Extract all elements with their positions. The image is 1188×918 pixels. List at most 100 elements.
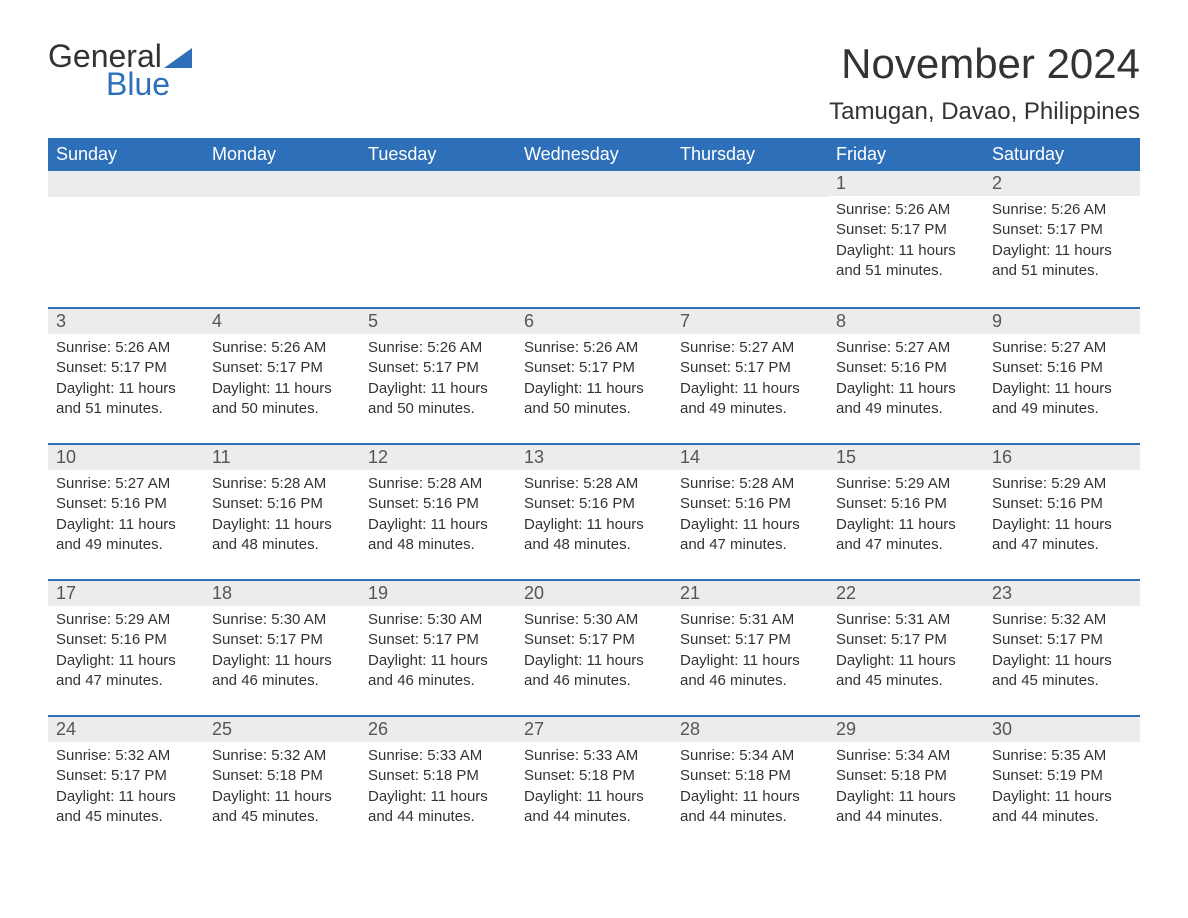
sunrise-line: Sunrise: 5:27 AM: [836, 338, 976, 358]
calendar-day-cell: 11Sunrise: 5:28 AMSunset: 5:16 PMDayligh…: [204, 443, 360, 579]
day-details: Sunrise: 5:35 AMSunset: 5:19 PMDaylight:…: [984, 742, 1140, 835]
calendar-empty-cell: [516, 171, 672, 307]
day-details: Sunrise: 5:29 AMSunset: 5:16 PMDaylight:…: [984, 470, 1140, 563]
empty-day-strip: [672, 171, 828, 197]
calendar-day-cell: 4Sunrise: 5:26 AMSunset: 5:17 PMDaylight…: [204, 307, 360, 443]
sunset-line: Sunset: 5:17 PM: [212, 358, 352, 378]
day-header: Monday: [204, 138, 360, 171]
day-number: 23: [984, 579, 1140, 606]
day-header: Thursday: [672, 138, 828, 171]
day-details: Sunrise: 5:26 AMSunset: 5:17 PMDaylight:…: [204, 334, 360, 427]
sunset-line: Sunset: 5:16 PM: [56, 630, 196, 650]
day-number: 27: [516, 715, 672, 742]
sunset-line: Sunset: 5:16 PM: [56, 494, 196, 514]
day-number: 9: [984, 307, 1140, 334]
sunset-line: Sunset: 5:17 PM: [524, 630, 664, 650]
day-number: 16: [984, 443, 1140, 470]
sunset-line: Sunset: 5:16 PM: [992, 494, 1132, 514]
day-number: 19: [360, 579, 516, 606]
sunset-line: Sunset: 5:18 PM: [680, 766, 820, 786]
day-details: Sunrise: 5:27 AMSunset: 5:16 PMDaylight:…: [48, 470, 204, 563]
day-details: Sunrise: 5:27 AMSunset: 5:16 PMDaylight:…: [828, 334, 984, 427]
daylight-line: Daylight: 11 hours and 47 minutes.: [992, 515, 1132, 556]
day-number: 26: [360, 715, 516, 742]
day-details: Sunrise: 5:29 AMSunset: 5:16 PMDaylight:…: [828, 470, 984, 563]
sunrise-line: Sunrise: 5:30 AM: [524, 610, 664, 630]
day-number: 4: [204, 307, 360, 334]
sunrise-line: Sunrise: 5:32 AM: [56, 746, 196, 766]
sunset-line: Sunset: 5:16 PM: [212, 494, 352, 514]
sunrise-line: Sunrise: 5:29 AM: [836, 474, 976, 494]
day-details: Sunrise: 5:26 AMSunset: 5:17 PMDaylight:…: [984, 196, 1140, 289]
day-number: 3: [48, 307, 204, 334]
day-number: 2: [984, 171, 1140, 196]
day-number: 20: [516, 579, 672, 606]
calendar-day-cell: 5Sunrise: 5:26 AMSunset: 5:17 PMDaylight…: [360, 307, 516, 443]
calendar-week-row: 24Sunrise: 5:32 AMSunset: 5:17 PMDayligh…: [48, 715, 1140, 851]
sunrise-line: Sunrise: 5:27 AM: [992, 338, 1132, 358]
sunset-line: Sunset: 5:17 PM: [836, 220, 976, 240]
daylight-line: Daylight: 11 hours and 49 minutes.: [56, 515, 196, 556]
day-number: 28: [672, 715, 828, 742]
calendar-day-cell: 20 Sunrise: 5:30 AMSunset: 5:17 PMDayligh…: [516, 579, 672, 715]
sunrise-line: Sunrise: 5:32 AM: [212, 746, 352, 766]
sunrise-line: Sunrise: 5:26 AM: [56, 338, 196, 358]
sunset-line: Sunset: 5:18 PM: [368, 766, 508, 786]
day-header: Sunday: [48, 138, 204, 171]
daylight-line: Daylight: 11 hours and 44 minutes.: [368, 787, 508, 828]
day-details: Sunrise: 5:30 AMSunset: 5:17 PMDaylight:…: [360, 606, 516, 699]
daylight-line: Daylight: 11 hours and 45 minutes.: [992, 651, 1132, 692]
calendar-day-cell: 14Sunrise: 5:28 AMSunset: 5:16 PMDayligh…: [672, 443, 828, 579]
day-number: 11: [204, 443, 360, 470]
day-number: 17: [48, 579, 204, 606]
day-details: Sunrise: 5:32 AMSunset: 5:17 PMDaylight:…: [984, 606, 1140, 699]
day-details: Sunrise: 5:32 AMSunset: 5:17 PMDaylight:…: [48, 742, 204, 835]
sunset-line: Sunset: 5:16 PM: [524, 494, 664, 514]
sunrise-line: Sunrise: 5:34 AM: [680, 746, 820, 766]
daylight-line: Daylight: 11 hours and 46 minutes.: [524, 651, 664, 692]
calendar-day-cell: 19Sunrise: 5:30 AMSunset: 5:17 PMDayligh…: [360, 579, 516, 715]
calendar-day-cell: 27Sunrise: 5:33 AMSunset: 5:18 PMDayligh…: [516, 715, 672, 851]
calendar-day-cell: 3Sunrise: 5:26 AMSunset: 5:17 PMDaylight…: [48, 307, 204, 443]
sunrise-line: Sunrise: 5:26 AM: [368, 338, 508, 358]
calendar-day-cell: 13Sunrise: 5:28 AMSunset: 5:16 PMDayligh…: [516, 443, 672, 579]
daylight-line: Daylight: 11 hours and 44 minutes.: [524, 787, 664, 828]
sunset-line: Sunset: 5:16 PM: [836, 494, 976, 514]
daylight-line: Daylight: 11 hours and 51 minutes.: [992, 241, 1132, 282]
sunset-line: Sunset: 5:18 PM: [524, 766, 664, 786]
sunset-line: Sunset: 5:17 PM: [992, 630, 1132, 650]
daylight-line: Daylight: 11 hours and 48 minutes.: [368, 515, 508, 556]
daylight-line: Daylight: 11 hours and 48 minutes.: [212, 515, 352, 556]
day-number: 7: [672, 307, 828, 334]
location-subtitle: Tamugan, Davao, Philippines: [829, 98, 1140, 126]
day-details: Sunrise: 5:28 AMSunset: 5:16 PMDaylight:…: [672, 470, 828, 563]
header: General Blue November 2024 Tamugan, Dava…: [48, 40, 1140, 126]
day-number: 18: [204, 579, 360, 606]
sunrise-line: Sunrise: 5:29 AM: [992, 474, 1132, 494]
day-details: Sunrise: 5:29 AMSunset: 5:16 PMDaylight:…: [48, 606, 204, 699]
sunset-line: Sunset: 5:17 PM: [212, 630, 352, 650]
sunset-line: Sunset: 5:18 PM: [212, 766, 352, 786]
day-details: Sunrise: 5:27 AMSunset: 5:17 PMDaylight:…: [672, 334, 828, 427]
sunrise-line: Sunrise: 5:34 AM: [836, 746, 976, 766]
sunrise-line: Sunrise: 5:31 AM: [836, 610, 976, 630]
calendar-day-cell: 6Sunrise: 5:26 AMSunset: 5:17 PMDaylight…: [516, 307, 672, 443]
calendar-day-cell: 16Sunrise: 5:29 AMSunset: 5:16 PMDayligh…: [984, 443, 1140, 579]
sunset-line: Sunset: 5:16 PM: [992, 358, 1132, 378]
day-details: Sunrise: 5:33 AMSunset: 5:18 PMDaylight:…: [516, 742, 672, 835]
day-details: Sunrise: 5:33 AMSunset: 5:18 PMDaylight:…: [360, 742, 516, 835]
sunrise-line: Sunrise: 5:31 AM: [680, 610, 820, 630]
month-title: November 2024: [829, 40, 1140, 88]
sunrise-line: Sunrise: 5:27 AM: [680, 338, 820, 358]
daylight-line: Daylight: 11 hours and 47 minutes.: [680, 515, 820, 556]
calendar-empty-cell: [672, 171, 828, 307]
day-details: Sunrise: 5:26 AMSunset: 5:17 PMDaylight:…: [516, 334, 672, 427]
day-header: Saturday: [984, 138, 1140, 171]
sunrise-line: Sunrise: 5:26 AM: [992, 200, 1132, 220]
calendar-day-cell: 18Sunrise: 5:30 AMSunset: 5:17 PMDayligh…: [204, 579, 360, 715]
calendar-day-cell: 28Sunrise: 5:34 AMSunset: 5:18 PMDayligh…: [672, 715, 828, 851]
empty-day-strip: [48, 171, 204, 197]
daylight-line: Daylight: 11 hours and 45 minutes.: [836, 651, 976, 692]
daylight-line: Daylight: 11 hours and 46 minutes.: [368, 651, 508, 692]
day-number: 10: [48, 443, 204, 470]
